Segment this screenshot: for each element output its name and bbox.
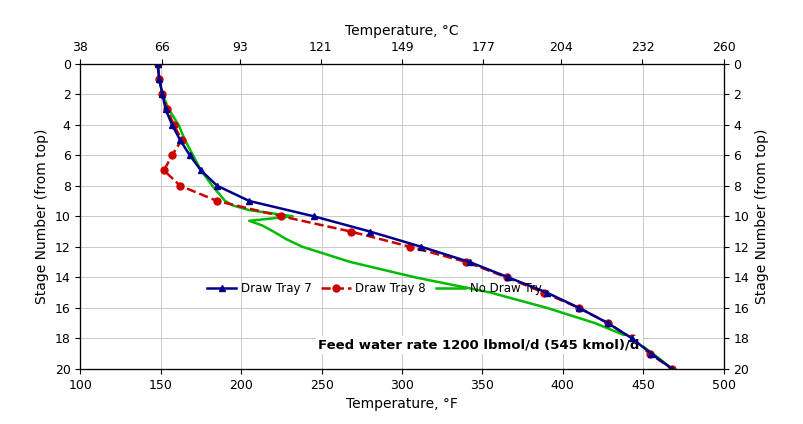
Draw Tray 8 (602, 321, 612, 326)
No Draw Try (244, 218, 254, 223)
Draw Tray 7 (503, 275, 512, 280)
No Draw Try (188, 153, 198, 158)
Line: Draw Tray 7: Draw Tray 7 (154, 60, 675, 372)
Draw Tray 7 (464, 259, 474, 265)
Draw Tray 8 (644, 351, 654, 356)
Draw Tray 8 (212, 198, 222, 204)
X-axis label: Temperature, °F: Temperature, °F (345, 397, 458, 411)
Draw Tray 7 (167, 122, 177, 127)
Draw Tray 8 (175, 183, 185, 188)
No Draw Try (257, 223, 267, 228)
No Draw Try (287, 214, 297, 219)
No Draw Try (485, 290, 495, 295)
Draw Tray 7 (185, 153, 194, 158)
Draw Tray 8 (177, 137, 186, 142)
Draw Tray 7 (244, 198, 254, 204)
Draw Tray 8 (626, 336, 636, 341)
Draw Tray 7 (626, 336, 636, 341)
Draw Tray 8 (501, 275, 511, 280)
No Draw Try (647, 351, 657, 356)
Y-axis label: Stage Number (from top): Stage Number (from top) (754, 128, 768, 304)
No Draw Try (589, 321, 599, 326)
No Draw Try (196, 168, 206, 173)
Draw Tray 8 (162, 107, 172, 112)
No Draw Try (180, 137, 190, 142)
Draw Tray 8 (345, 229, 355, 234)
Draw Tray 8 (154, 76, 164, 81)
Draw Tray 7 (666, 366, 676, 371)
No Draw Try (541, 305, 551, 310)
No Draw Try (154, 76, 164, 81)
No Draw Try (164, 107, 173, 112)
X-axis label: Temperature, °C: Temperature, °C (344, 24, 459, 38)
No Draw Try (297, 244, 307, 249)
No Draw Try (410, 275, 419, 280)
Draw Tray 7 (416, 244, 426, 249)
Draw Tray 7 (157, 92, 167, 97)
Draw Tray 8 (666, 366, 676, 371)
Draw Tray 8 (167, 153, 177, 158)
Draw Tray 7 (175, 137, 185, 142)
Draw Tray 7 (365, 229, 374, 234)
Draw Tray 7 (212, 183, 222, 188)
Draw Tray 8 (405, 244, 414, 249)
No Draw Try (228, 203, 238, 208)
Draw Tray 8 (169, 122, 178, 127)
No Draw Try (157, 92, 167, 97)
Draw Tray 8 (159, 168, 169, 173)
Legend: Draw Tray 7, Draw Tray 8, No Draw Try: Draw Tray 7, Draw Tray 8, No Draw Try (202, 277, 546, 299)
Draw Tray 8 (157, 92, 167, 97)
Draw Tray 7 (602, 321, 612, 326)
Draw Tray 7 (308, 214, 318, 219)
Draw Tray 8 (153, 61, 162, 66)
No Draw Try (244, 208, 254, 213)
No Draw Try (173, 122, 183, 127)
Draw Tray 8 (573, 305, 583, 310)
Text: Feed water rate 1200 lbmol/d (545 kmol)/d: Feed water rate 1200 lbmol/d (545 kmol)/… (318, 338, 639, 351)
No Draw Try (345, 259, 355, 265)
Draw Tray 8 (538, 290, 548, 295)
No Draw Try (220, 198, 230, 204)
No Draw Try (666, 366, 676, 371)
No Draw Try (281, 237, 291, 242)
Draw Tray 8 (461, 259, 471, 265)
Draw Tray 7 (196, 168, 206, 173)
Draw Tray 7 (161, 107, 170, 112)
Draw Tray 7 (646, 351, 655, 356)
Draw Tray 8 (276, 214, 286, 219)
Line: No Draw Try: No Draw Try (157, 64, 671, 369)
Y-axis label: Stage Number (from top): Stage Number (from top) (35, 128, 49, 304)
No Draw Try (268, 229, 278, 234)
Line: Draw Tray 8: Draw Tray 8 (154, 60, 675, 372)
No Draw Try (153, 61, 162, 66)
Draw Tray 7 (541, 290, 551, 295)
No Draw Try (169, 114, 178, 120)
Draw Tray 7 (154, 76, 164, 81)
No Draw Try (207, 183, 217, 188)
Draw Tray 7 (573, 305, 583, 310)
No Draw Try (626, 336, 636, 341)
No Draw Try (161, 99, 170, 104)
Draw Tray 7 (153, 61, 162, 66)
